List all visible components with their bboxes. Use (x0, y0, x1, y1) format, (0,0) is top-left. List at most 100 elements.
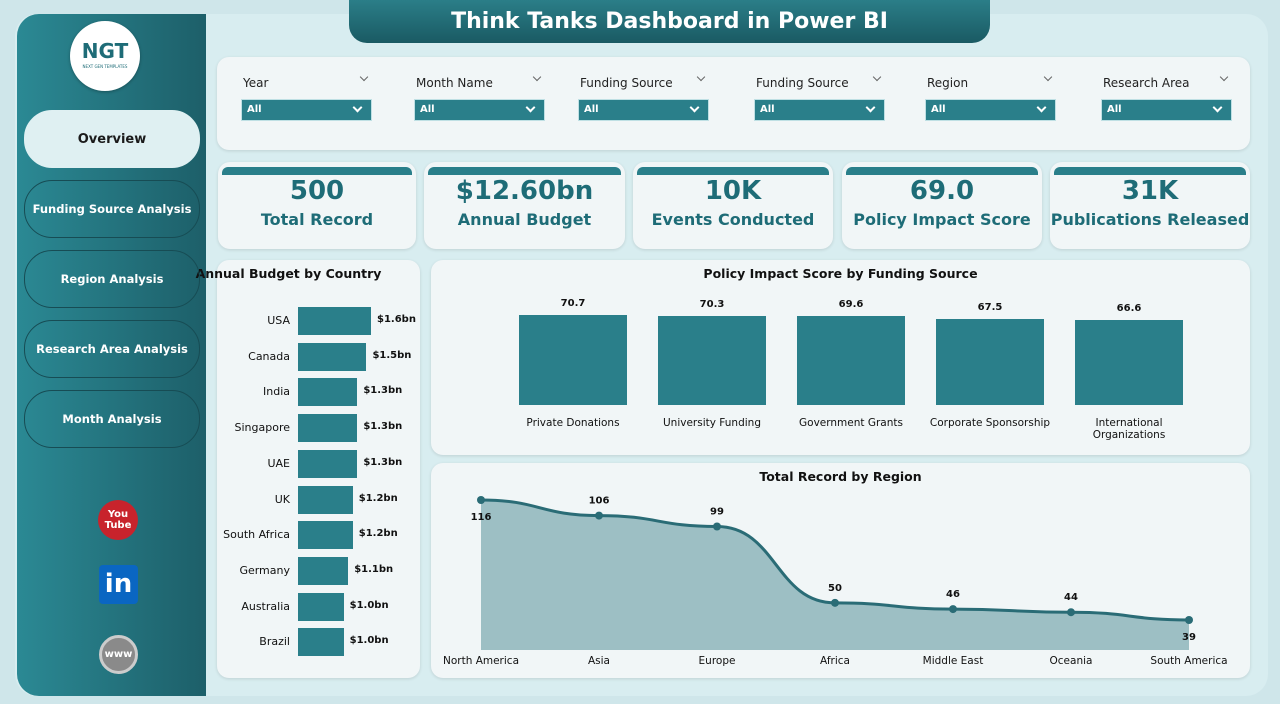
filter-dropdown[interactable]: All (1101, 99, 1232, 121)
y-tick-label: South Africa (223, 528, 290, 542)
logo-text: NGT (81, 39, 129, 63)
x-tick-label: Middle East (923, 655, 984, 667)
bar (298, 307, 371, 335)
logo[interactable]: NGT NEXT GEN TEMPLATES (70, 21, 140, 91)
filter-label: Region (927, 76, 969, 90)
point (595, 511, 603, 520)
kpi-label: Policy Impact Score (853, 210, 1031, 229)
bar (658, 315, 766, 405)
linkedin-icon[interactable]: in (99, 565, 138, 604)
filter-dropdown[interactable]: All (754, 99, 885, 121)
y-tick-label: Canada (248, 349, 290, 363)
x-tick-label: Europe (699, 655, 736, 667)
filter-dropdown[interactable]: All (925, 99, 1056, 121)
y-tick-label: USA (267, 314, 290, 327)
bar (298, 414, 358, 443)
logo-subtext: NEXT GEN TEMPLATES (82, 64, 128, 69)
kpi-strip (846, 167, 1038, 175)
x-tick-label: Private Donations (526, 417, 620, 429)
x-tick-label: South America (1150, 655, 1227, 667)
filter-value: All (931, 104, 946, 115)
bar (298, 485, 353, 514)
kpi-value: 10K (704, 176, 762, 206)
y-tick-label: Australia (241, 599, 290, 613)
filter-value: All (1107, 104, 1122, 115)
x-tick-label: Oceania (1050, 655, 1093, 667)
y-tick-label: Brazil (259, 635, 290, 649)
data-label: $1.3bn (363, 421, 403, 433)
data-label: 39 (1182, 632, 1196, 643)
bar (298, 592, 344, 621)
youtube-icon[interactable]: You Tube (98, 500, 138, 540)
kpi-label: Publications Released (1050, 210, 1250, 229)
filter-value: All (584, 104, 599, 115)
y-tick-label: Singapore (234, 421, 291, 435)
chart-panel: Annual Budget by Country USA $1.6bn Canada… (196, 260, 420, 678)
filter-value: All (247, 104, 262, 115)
bar (298, 556, 349, 585)
data-label: 106 (589, 496, 610, 507)
data-label: $1.0bn (349, 599, 389, 611)
chevron (352, 102, 363, 113)
kpi-strip (428, 167, 621, 175)
point (949, 605, 957, 614)
data-label: 70.7 (560, 298, 586, 309)
kpi-card: 69.0 Policy Impact Score (842, 162, 1042, 249)
filter-dropdown[interactable]: All (414, 99, 545, 121)
kpi-strip (637, 167, 829, 175)
data-label: 70.3 (699, 298, 725, 310)
chevron (1036, 102, 1047, 113)
filter-panel (217, 57, 1250, 150)
kpi-value: 69.0 (909, 176, 975, 206)
bar (298, 342, 367, 371)
filter-dropdown[interactable]: All (241, 99, 372, 121)
chevron (525, 102, 536, 113)
x-tick-label: International Organizations (1092, 417, 1166, 441)
kpi-value: 31K (1121, 176, 1179, 206)
filter-label: Research Area (1103, 76, 1190, 90)
bar (797, 316, 905, 405)
data-label: $1.3bn (363, 456, 403, 468)
nav-button[interactable]: Overview (24, 110, 200, 168)
point (713, 522, 721, 531)
data-label: $1.2bn (358, 492, 398, 504)
data-label: 44 (1064, 592, 1078, 603)
data-label: 116 (471, 512, 492, 523)
nav-button[interactable]: Region Analysis (24, 250, 200, 308)
nav-button[interactable]: Funding Source Analysis (24, 180, 200, 238)
web-icon[interactable]: www (99, 635, 138, 674)
data-label: 50 (828, 583, 842, 594)
area (481, 500, 1189, 650)
y-tick-label: UK (274, 492, 290, 506)
dashboard-title: Think Tanks Dashboard in Power BI (349, 0, 990, 43)
data-label: 46 (946, 589, 960, 600)
data-label: 69.6 (838, 299, 864, 311)
kpi-value: 500 (289, 176, 345, 206)
x-tick-label: Government Grants (799, 417, 903, 429)
kpi-strip (1054, 167, 1246, 175)
bar (519, 315, 627, 405)
nav-button[interactable]: Month Analysis (24, 390, 200, 448)
point (1185, 616, 1193, 624)
chevron (865, 102, 876, 113)
bar (936, 319, 1044, 405)
kpi-label: Annual Budget (457, 210, 592, 229)
bar (1075, 320, 1183, 405)
kpi-card: 500 Total Record (218, 162, 416, 249)
y-tick-label: UAE (267, 456, 290, 470)
point (477, 496, 485, 504)
data-label: $1.1bn (354, 563, 394, 575)
filter-dropdown[interactable]: All (578, 99, 709, 121)
filter-label: Year (243, 76, 269, 90)
kpi-card: 31K Publications Released (1050, 162, 1250, 249)
kpi-card: 10K Events Conducted (633, 162, 833, 249)
filter-label: Funding Source (756, 76, 849, 90)
youtube-text: You (107, 509, 129, 520)
x-tick-label: North America (443, 655, 519, 667)
data-label: $1.0bn (349, 635, 389, 647)
x-tick-label: Asia (588, 655, 610, 667)
nav-button[interactable]: Research Area Analysis (24, 320, 200, 378)
chart-panel: Total Record by Region 116 North America 1… (431, 463, 1250, 678)
bar (298, 521, 353, 550)
bar (298, 378, 358, 407)
